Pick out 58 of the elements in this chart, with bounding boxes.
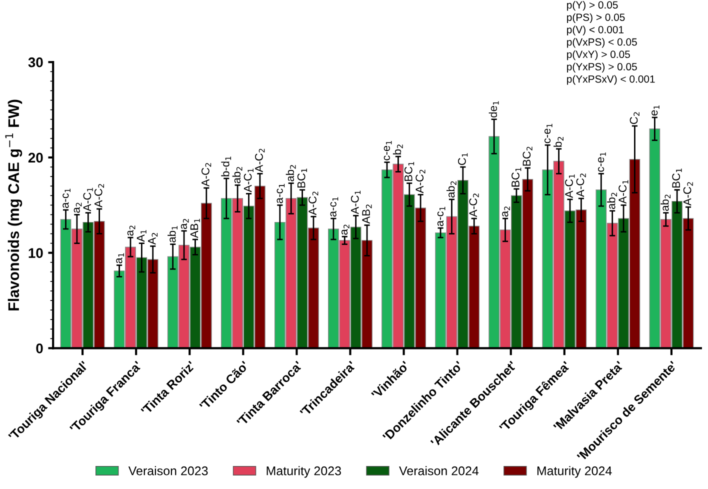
annotation: BC$_{1}$ [512,168,522,187]
annotation: A-C$_{1}$ [618,180,628,204]
annotation: BC$_{1}$ [297,168,307,188]
annotation: ab$_{2}$ [286,165,296,182]
annotation: A$_{1}$ [136,230,146,242]
legend-label: Maturity 2023 [266,466,341,478]
annotation: BC$_{1}$ [672,168,682,188]
annotation: AB$_{2}$ [362,204,372,224]
y-axis-title: Flavonoids (mg CAE g$^{−1}$ FW) [5,100,22,310]
annotation: a$_{2}$ [180,218,189,229]
legend-label: Maturity 2024 [537,466,612,478]
annotation: A-C$_{2}$ [683,182,693,206]
y-tick-label: 0 [36,344,43,354]
annotation: ab$_{2}$ [607,192,617,209]
annotation: de$_{1}$ [488,101,499,118]
annotation: A-C$_{1}$ [350,190,361,214]
annotation: A$_{2}$ [148,233,158,245]
annotation: AB$_{1}$ [190,218,200,238]
annotation: A-C$_{2}$ [576,174,586,198]
annotation: a-c$_{1}$ [330,197,338,217]
annotation: a$_{1}$ [116,253,124,264]
annotation: b$_{2}$ [392,144,403,154]
annotation: b$_{2}$ [554,136,564,147]
annotation: A-C$_{2}$ [308,192,318,216]
annotation: C$_{1}$ [458,153,468,165]
annotation: a$_{2}$ [74,202,82,213]
annotation: c-e$_{1}$ [544,124,552,144]
annotation: ab$_{2}$ [660,194,671,211]
annotation: A-C$_{1}$ [244,168,254,192]
annotation: A-C$_{1}$ [565,174,575,198]
annotation: A-C$_{2}$ [255,148,265,172]
annotation: ab$_{1}$ [168,226,178,242]
annotation: BC$_{2}$ [522,146,532,166]
annotation: A-C$_{2}$ [416,170,426,194]
annotation: A-C$_{2}$ [202,163,212,187]
annotation: a$_{2}$ [342,224,350,235]
legend-label: Veraison 2023 [128,466,208,476]
annotation: a$_{2}$ [127,226,136,236]
y-tick-label: 20 [28,152,43,163]
y-tick-label: 30 [28,57,43,68]
annotation: A-C$_{2}$ [94,184,104,208]
annotation: a$_{2}$ [502,206,510,217]
annotation: ab$_{2}$ [232,167,242,184]
annotation: a-c$_{1}$ [62,188,70,208]
annotation: c-e$_{1}$ [384,141,392,160]
annotation: A-C$_{2}$ [469,194,479,218]
annotation: p(Y) > 0.05 p(PS) > 0.05 p(V) < 0.001 p(VxPS) < 0.05 p(VxY) > 0.05 p(YxPS) > 0.05 p(YxPSxV) < 0.001 [567,0,655,85]
annotation: BC$_{1}$ [404,162,414,181]
annotation: A-C$_{1}$ [83,188,93,212]
annotation: ab$_{2}$ [446,181,456,198]
annotation: a-c$_{1}$ [437,206,446,226]
y-tick-label: 10 [28,248,43,258]
legend-label: Veraison 2024 [399,466,479,476]
annotation: b-d$_{1}$ [221,156,232,176]
annotation: C$_{2}$ [630,112,640,124]
annotation: e$_{1}$ [652,105,660,116]
annotation: c-e$_{1}$ [598,152,606,172]
annotation: a-c$_{1}$ [276,184,285,204]
